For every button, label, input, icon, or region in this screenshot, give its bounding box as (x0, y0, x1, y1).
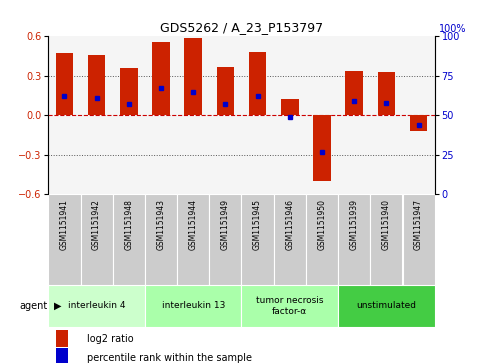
Bar (242, 194, 274, 285)
Bar (145, 285, 242, 327)
Text: percentile rank within the sample: percentile rank within the sample (87, 352, 252, 363)
Text: log2 ratio: log2 ratio (87, 334, 134, 344)
Bar (56, 348, 68, 363)
Text: 100%: 100% (439, 24, 467, 33)
Bar (145, 194, 177, 285)
Bar (242, 285, 338, 327)
Text: GSM1151948: GSM1151948 (124, 199, 133, 250)
Text: GSM1151941: GSM1151941 (60, 199, 69, 250)
Bar (338, 285, 435, 327)
Text: GSM1151939: GSM1151939 (350, 199, 359, 250)
Text: interleukin 4: interleukin 4 (68, 301, 126, 310)
Bar (56, 53, 73, 115)
Text: GSM1151949: GSM1151949 (221, 199, 230, 250)
Bar (281, 99, 298, 115)
Bar (216, 66, 234, 115)
Bar (249, 52, 267, 115)
Bar (370, 194, 402, 285)
Bar (120, 68, 138, 115)
Bar (402, 194, 435, 285)
Bar (306, 194, 338, 285)
Bar (345, 70, 363, 115)
Bar (274, 194, 306, 285)
Text: GSM1151944: GSM1151944 (189, 199, 198, 250)
Bar (209, 194, 242, 285)
Bar (56, 330, 68, 347)
Bar (410, 115, 427, 131)
Text: interleukin 13: interleukin 13 (161, 301, 225, 310)
Bar (48, 285, 145, 327)
Text: GSM1151950: GSM1151950 (317, 199, 327, 250)
Bar (338, 194, 370, 285)
Bar (48, 194, 81, 285)
Bar (177, 194, 209, 285)
Text: GSM1151942: GSM1151942 (92, 199, 101, 250)
Bar (185, 38, 202, 115)
Text: ▶: ▶ (54, 301, 62, 311)
Text: tumor necrosis
factor-α: tumor necrosis factor-α (256, 296, 324, 315)
Bar (113, 194, 145, 285)
Text: agent: agent (19, 301, 48, 311)
Text: GSM1151947: GSM1151947 (414, 199, 423, 250)
Text: unstimulated: unstimulated (356, 301, 416, 310)
Bar (88, 55, 105, 115)
Text: GSM1151946: GSM1151946 (285, 199, 294, 250)
Text: GSM1151945: GSM1151945 (253, 199, 262, 250)
Text: GSM1151940: GSM1151940 (382, 199, 391, 250)
Bar (313, 115, 331, 181)
Title: GDS5262 / A_23_P153797: GDS5262 / A_23_P153797 (160, 21, 323, 34)
Bar (81, 194, 113, 285)
Bar (152, 41, 170, 115)
Text: GSM1151943: GSM1151943 (156, 199, 166, 250)
Bar (378, 72, 395, 115)
